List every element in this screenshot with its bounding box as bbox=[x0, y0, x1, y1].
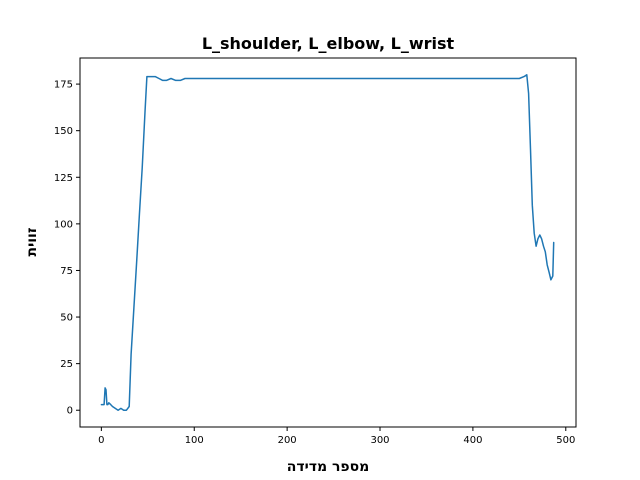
plot-frame bbox=[79, 57, 577, 428]
x-tick-label: 300 bbox=[370, 435, 389, 446]
y-axis-label: זווית bbox=[24, 228, 40, 257]
x-tick-label: 500 bbox=[556, 435, 575, 446]
x-axis: 0 100 200 300 400 500 bbox=[98, 427, 575, 446]
series-line bbox=[100, 74, 555, 411]
x-tick-label: 400 bbox=[463, 435, 482, 446]
y-axis: 0 25 50 75 100 125 150 175 bbox=[54, 80, 80, 417]
chart-title: L_shoulder, L_elbow, L_wrist bbox=[202, 34, 455, 53]
y-tick-label: 25 bbox=[60, 359, 73, 370]
y-tick-label: 50 bbox=[60, 313, 73, 324]
y-tick-label: 150 bbox=[54, 126, 73, 137]
x-tick-label: 0 bbox=[98, 435, 104, 446]
y-tick-label: 100 bbox=[54, 219, 73, 230]
x-tick-label: 200 bbox=[278, 435, 297, 446]
y-tick-label: 175 bbox=[54, 80, 73, 91]
x-axis-label: מספר מדידה bbox=[287, 459, 370, 475]
y-tick-label: 75 bbox=[60, 266, 73, 277]
y-tick-label: 0 bbox=[67, 406, 73, 417]
series-group bbox=[100, 74, 555, 411]
x-tick-label: 100 bbox=[185, 435, 204, 446]
y-tick-label: 125 bbox=[54, 173, 73, 184]
